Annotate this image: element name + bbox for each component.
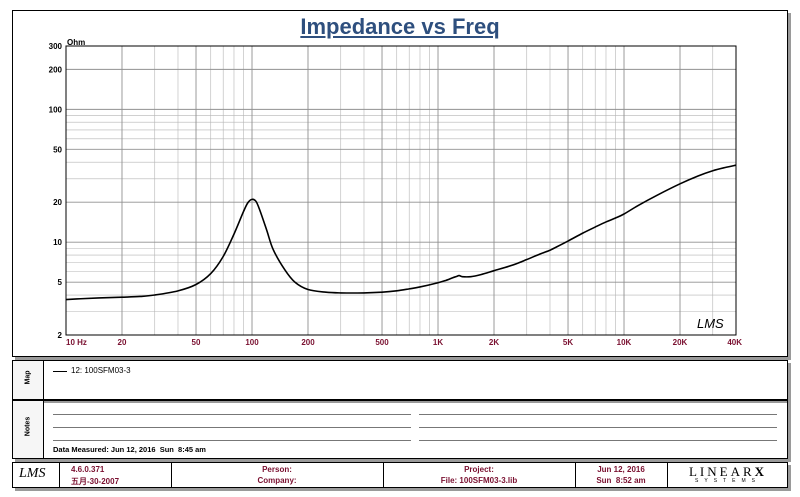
y-tick-label: 10 xyxy=(53,238,62,247)
project-label: Project: xyxy=(464,465,494,474)
footer-divider xyxy=(575,463,576,487)
footer-divider xyxy=(59,463,60,487)
legend-side-label-box: Map xyxy=(13,361,44,399)
y-tick-label: 100 xyxy=(49,105,63,114)
linearx-logo-text: LINEAR xyxy=(688,464,755,479)
notes-side-label: Notes xyxy=(24,416,32,437)
notes-line xyxy=(53,414,411,415)
impedance-curve xyxy=(65,164,737,301)
project-file: File: 100SFM03-3.lib xyxy=(440,476,518,485)
grid-major xyxy=(65,46,736,336)
lms-watermark: LMS xyxy=(697,316,724,331)
x-tick-label: 2K xyxy=(489,338,499,347)
y-axis-unit-label: Ohm xyxy=(67,38,85,47)
notes-side-label-box: Notes xyxy=(13,401,44,458)
x-tick-label: 5K xyxy=(563,338,573,347)
legend-section: Map 12: 100SFM03-3 xyxy=(12,360,788,400)
linearx-logo-x: X xyxy=(754,464,768,479)
footer-lms-logo: LMS xyxy=(19,466,46,481)
notes-line xyxy=(53,440,411,441)
date-measured: Data Measured: Jun 12, 2016 Sun 8:45 am xyxy=(53,445,206,454)
y-tick-label: 200 xyxy=(49,65,63,74)
x-tick-label: 20 xyxy=(118,338,127,347)
x-tick-label: 1K xyxy=(433,338,443,347)
plot-frame xyxy=(65,45,737,336)
x-tick-label: 10K xyxy=(617,338,632,347)
notes-section: Notes Data Measured: Jun 12, 2016 Sun 8:… xyxy=(12,400,788,459)
x-tick-label: 10 Hz xyxy=(66,338,87,347)
software-version: 4.6.0.371 xyxy=(71,465,105,474)
y-tick-label: 20 xyxy=(53,198,62,207)
software-version-date: 五月-30-2007 xyxy=(71,477,120,486)
chart-title: Impedance vs Freq xyxy=(300,14,500,39)
y-tick-label: 300 xyxy=(49,42,63,51)
footer-time: Sun 8:52 am xyxy=(596,476,646,485)
x-tick-labels: 10 Hz 20 50 100 200 500 1K 2K 5K 10K 20K 40K xyxy=(66,338,742,347)
chart-panel xyxy=(12,10,788,357)
x-tick-label: 100 xyxy=(245,338,259,347)
notes-line xyxy=(419,440,777,441)
footer-bar: LMS 4.6.0.371 五月-30-2007 Person: Company… xyxy=(12,462,788,488)
notes-line xyxy=(419,427,777,428)
footer-divider xyxy=(667,463,668,487)
linearx-logo: LINEARX xyxy=(673,464,783,480)
person-label: Person: xyxy=(262,465,292,474)
y-tick-label: 50 xyxy=(53,145,62,154)
x-tick-label: 50 xyxy=(192,338,201,347)
legend-side-label: Map xyxy=(24,370,32,385)
footer-divider xyxy=(383,463,384,487)
legend-entry: 12: 100SFM03-3 xyxy=(71,366,131,375)
notes-line xyxy=(53,427,411,428)
x-tick-label: 200 xyxy=(301,338,315,347)
legend-line-swatch xyxy=(53,371,67,372)
x-tick-label: 40K xyxy=(727,338,742,347)
notes-line xyxy=(419,414,777,415)
impedance-chart: 2 5 10 20 50 100 200 300 10 Hz 20 50 100 200 500 1K 2K… xyxy=(49,38,743,347)
company-label: Company: xyxy=(257,476,297,485)
linearx-logo-subtext: SYSTEMS xyxy=(695,478,761,484)
x-tick-label: 500 xyxy=(375,338,389,347)
y-tick-labels: 2 5 10 20 50 100 200 300 xyxy=(49,42,63,340)
y-tick-label: 5 xyxy=(58,278,63,287)
grid-minor xyxy=(66,45,737,335)
x-tick-label: 20K xyxy=(673,338,688,347)
footer-divider xyxy=(171,463,172,487)
footer-date: Jun 12, 2016 xyxy=(597,465,645,474)
y-tick-label: 2 xyxy=(58,331,63,340)
